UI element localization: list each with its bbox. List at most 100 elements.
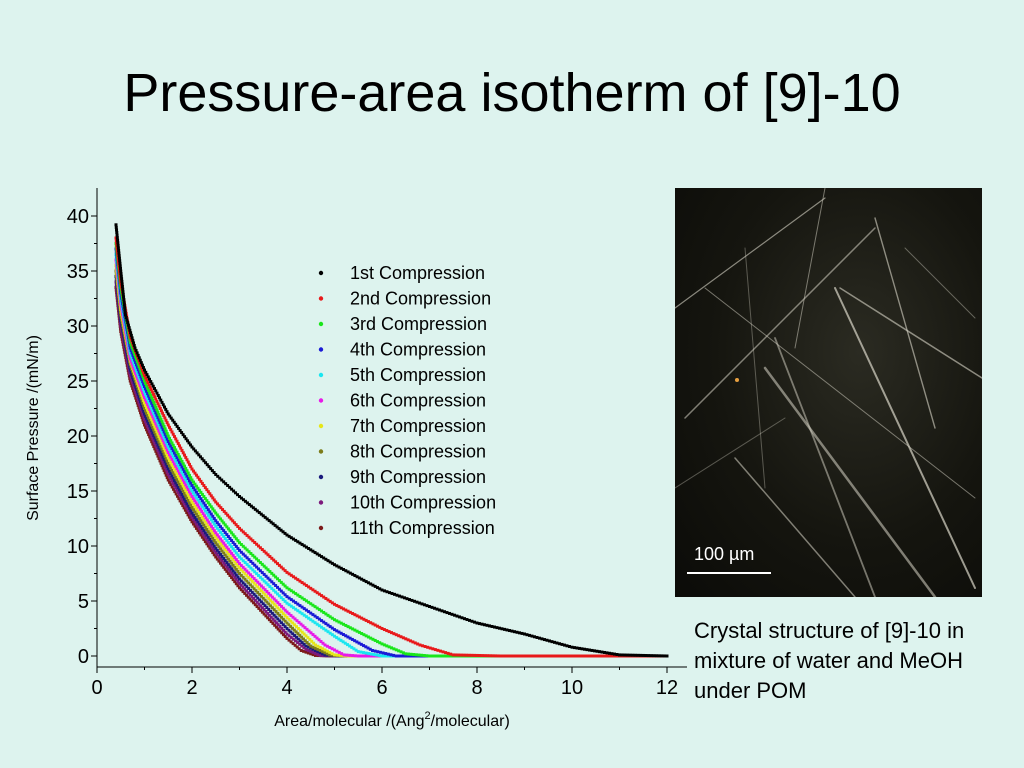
data-point <box>118 259 122 263</box>
data-point <box>520 631 524 635</box>
data-point <box>170 468 174 472</box>
data-point <box>351 572 355 576</box>
data-point <box>597 654 601 658</box>
data-point <box>441 650 445 654</box>
data-point <box>209 512 213 516</box>
data-point <box>276 585 279 589</box>
data-point <box>179 468 183 472</box>
data-point <box>168 464 171 468</box>
data-point <box>186 493 190 497</box>
data-point <box>293 643 297 647</box>
data-point <box>147 411 151 415</box>
data-point <box>319 640 323 644</box>
data-point <box>144 387 148 391</box>
data-point <box>153 414 157 418</box>
data-point <box>226 527 230 531</box>
data-point <box>417 653 421 657</box>
data-point <box>258 582 262 586</box>
data-point <box>250 575 254 579</box>
data-point <box>169 416 173 420</box>
data-point <box>318 645 322 649</box>
data-point <box>138 389 142 393</box>
data-point <box>302 632 306 636</box>
data-point <box>330 561 334 565</box>
data-point <box>263 588 267 592</box>
data-point <box>266 576 270 580</box>
data-point <box>321 654 325 658</box>
data-point <box>190 489 194 493</box>
data-point <box>190 515 194 519</box>
data-point <box>226 557 230 561</box>
data-point <box>402 654 406 658</box>
data-point <box>140 394 144 398</box>
data-point <box>289 625 293 629</box>
data-point <box>335 653 339 657</box>
data-point <box>267 607 271 611</box>
data-point <box>145 428 149 432</box>
data-point <box>259 512 263 516</box>
data-point <box>390 631 393 635</box>
data-point <box>278 629 282 633</box>
data-point <box>350 645 354 649</box>
data-point <box>152 439 156 443</box>
data-point <box>260 610 264 614</box>
data-point <box>151 409 155 413</box>
data-point <box>231 547 235 551</box>
data-point <box>168 475 171 479</box>
data-point <box>151 426 155 430</box>
data-point <box>245 589 249 593</box>
data-point <box>275 525 279 529</box>
data-point <box>217 504 221 508</box>
data-point <box>170 457 174 461</box>
data-point <box>353 628 357 632</box>
data-point <box>226 563 230 567</box>
data-point <box>196 520 200 524</box>
data-point <box>356 654 360 658</box>
data-point <box>115 233 119 237</box>
data-point <box>196 509 200 513</box>
data-point <box>208 515 212 519</box>
data-point <box>161 450 165 454</box>
data-point <box>405 597 409 601</box>
data-point <box>159 398 163 402</box>
data-point <box>243 532 247 536</box>
data-point <box>247 558 251 562</box>
data-point <box>163 443 167 447</box>
data-point <box>409 639 412 643</box>
data-point <box>491 654 495 658</box>
data-point <box>212 553 216 557</box>
data-point <box>657 654 661 658</box>
data-point <box>243 567 247 571</box>
data-point <box>203 531 207 535</box>
data-point <box>283 614 287 618</box>
data-point <box>285 636 289 640</box>
data-point <box>302 544 306 548</box>
data-point <box>294 630 298 634</box>
data-point <box>328 650 332 654</box>
data-point <box>644 654 648 658</box>
data-point <box>206 544 210 548</box>
data-point <box>169 461 173 465</box>
data-point <box>333 628 336 632</box>
data-point <box>177 426 181 430</box>
crystal-needles-image <box>675 188 982 597</box>
data-point <box>251 506 255 510</box>
data-point <box>219 552 222 556</box>
data-point <box>236 493 240 497</box>
data-point <box>193 515 197 519</box>
data-point <box>176 475 180 479</box>
data-point <box>141 391 145 395</box>
data-point <box>518 631 521 635</box>
data-point <box>163 465 167 469</box>
data-point <box>293 639 297 643</box>
data-point <box>483 654 487 658</box>
data-point <box>360 616 364 620</box>
data-point <box>162 457 166 461</box>
data-point <box>215 548 219 552</box>
data-point <box>313 605 317 609</box>
data-point <box>135 393 139 397</box>
data-point <box>404 637 408 641</box>
data-point <box>323 651 327 655</box>
data-point <box>220 527 224 531</box>
data-point <box>239 583 243 587</box>
